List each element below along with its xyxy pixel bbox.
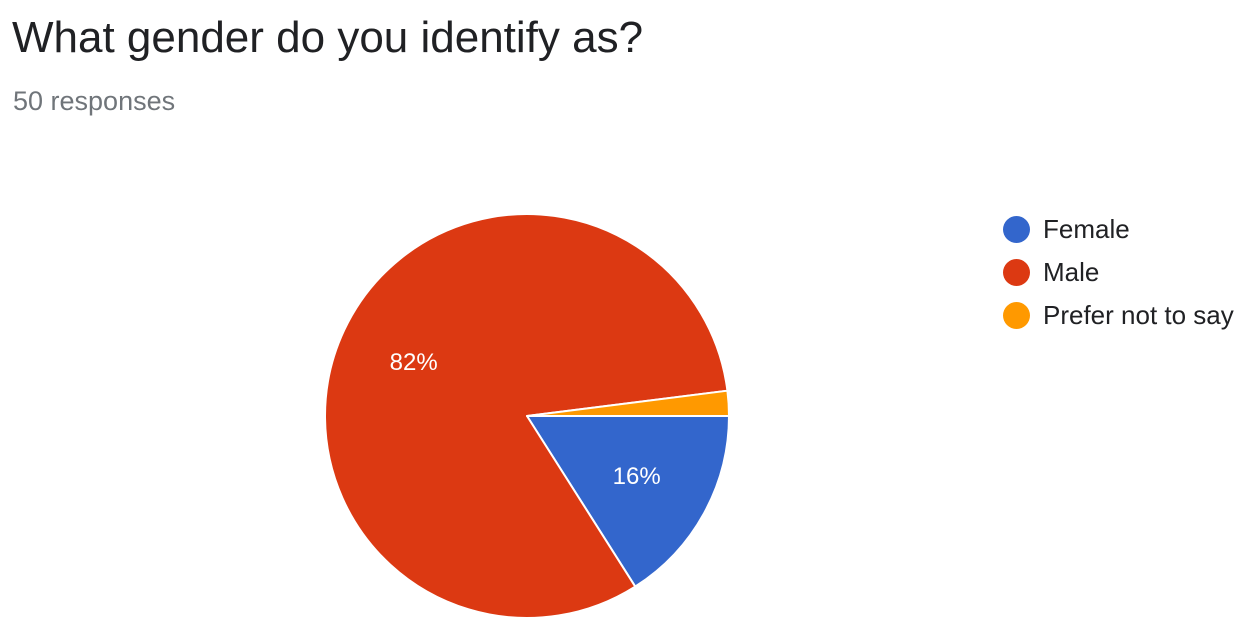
- legend-item-male[interactable]: Male: [1003, 251, 1234, 294]
- pie-slice-labels: 16% 82%: [390, 349, 661, 490]
- legend-swatch-female: [1003, 216, 1030, 243]
- legend-label-prefer-not-to-say: Prefer not to say: [1043, 300, 1234, 330]
- legend-label-male: Male: [1043, 257, 1100, 287]
- chart-title: What gender do you identify as?: [12, 13, 644, 62]
- pie-slice-female[interactable]: [526, 415, 730, 588]
- pie-slice-prefer-not-to-say[interactable]: [526, 389, 731, 417]
- chart-legend: Female Male Prefer not to say: [1003, 208, 1234, 337]
- legend-item-prefer-not-to-say[interactable]: Prefer not to say: [1003, 294, 1234, 337]
- pie-label-male: 82%: [390, 349, 438, 376]
- legend-swatch-prefer-not-to-say: [1003, 302, 1030, 329]
- legend-item-female[interactable]: Female: [1003, 208, 1234, 251]
- pie-slices: [324, 213, 731, 619]
- legend-swatch-male: [1003, 259, 1030, 286]
- pie-label-female: 16%: [613, 463, 661, 490]
- response-count: 50 responses: [13, 86, 176, 116]
- legend-label-female: Female: [1043, 214, 1130, 244]
